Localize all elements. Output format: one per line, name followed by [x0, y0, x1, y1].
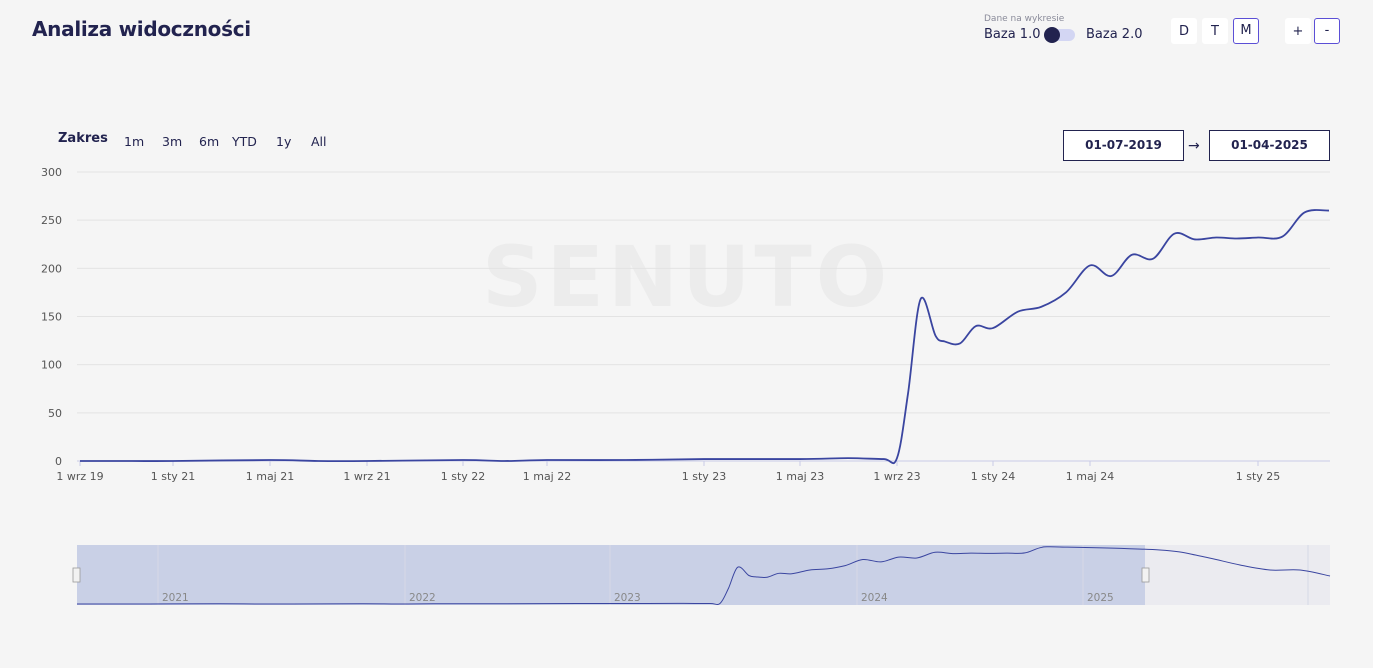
x-tick-label: 1 sty 23: [682, 470, 727, 483]
navigator-year-label: 2021: [162, 592, 189, 604]
data-toggle-caption: Dane na wykresie: [984, 14, 1065, 24]
y-tick-label: 200: [41, 262, 62, 275]
navigator-year-label: 2025: [1087, 592, 1114, 604]
x-tick-label: 1 sty 24: [971, 470, 1016, 483]
data-toggle-left-label: Baza 1.0: [984, 27, 1041, 42]
granularity-week-button[interactable]: T: [1202, 18, 1228, 44]
switch-knob[interactable]: [1044, 27, 1060, 43]
chart-navigator: 2021 2022 2023 2024 2025: [72, 545, 1331, 606]
navigator-selected-range: [77, 545, 1145, 605]
data-source-switch[interactable]: [1044, 27, 1075, 43]
range-3m-button[interactable]: 3m: [162, 134, 183, 149]
y-tick-label: 50: [48, 407, 62, 420]
data-toggle-right-label: Baza 2.0: [1086, 27, 1143, 42]
granularity-month-button[interactable]: M: [1233, 18, 1259, 44]
granularity-day-button[interactable]: D: [1171, 18, 1197, 44]
y-tick-label: 300: [41, 166, 62, 179]
navigator-year-label: 2023: [614, 592, 641, 604]
range-1m-button[interactable]: 1m: [124, 134, 145, 149]
navigator-year-labels: 2021 2022 2023 2024 2025: [157, 545, 1309, 605]
x-tick-label: 1 maj 23: [776, 470, 825, 483]
y-tick-label: 150: [41, 311, 62, 324]
navigator-right-handle[interactable]: [1141, 567, 1150, 583]
x-tick-label: 1 sty 21: [151, 470, 196, 483]
y-tick-label: 100: [41, 359, 62, 372]
page-title: Analiza widoczności: [32, 17, 251, 41]
range-ytd-button[interactable]: YTD: [232, 134, 257, 149]
zoom-in-button[interactable]: +: [1285, 18, 1311, 44]
y-tick-label: 250: [41, 214, 62, 227]
navigator-year-label: 2022: [409, 592, 436, 604]
navigator-year-label: 2024: [861, 592, 888, 604]
zoom-out-button[interactable]: -: [1314, 18, 1340, 44]
chart-grid: [77, 171, 1330, 462]
range-all-button[interactable]: All: [311, 134, 327, 149]
y-tick-label: 0: [55, 455, 62, 468]
range-1y-button[interactable]: 1y: [276, 134, 292, 149]
date-to-input[interactable]: 01-04-2025: [1209, 130, 1330, 161]
navigator-left-handle[interactable]: [72, 567, 81, 583]
x-tick-label: 1 maj 24: [1066, 470, 1115, 483]
x-tick-label: 1 wrz 21: [343, 470, 390, 483]
navigator-series-line: [76, 546, 1331, 606]
x-tick-label: 1 maj 22: [523, 470, 572, 483]
y-axis-ticks: 0 50 100 150 200 250 300: [41, 166, 62, 468]
x-tick-label: 1 sty 22: [441, 470, 486, 483]
x-tick-label: 1 maj 21: [246, 470, 295, 483]
x-axis-ticks: 1 wrz 19 1 sty 21 1 maj 21 1 wrz 21 1 sty 22…: [56, 461, 1280, 483]
range-6m-button[interactable]: 6m: [199, 134, 220, 149]
visibility-series-line: [80, 209, 1330, 465]
date-from-input[interactable]: 01-07-2019: [1063, 130, 1184, 161]
senuto-watermark-logo: SENUTO: [482, 228, 892, 326]
x-tick-label: 1 wrz 23: [873, 470, 920, 483]
x-tick-label: 1 wrz 19: [56, 470, 103, 483]
x-tick-label: 1 sty 25: [1236, 470, 1281, 483]
range-label: Zakres: [58, 131, 108, 146]
date-range-arrow: →: [1188, 138, 1200, 154]
